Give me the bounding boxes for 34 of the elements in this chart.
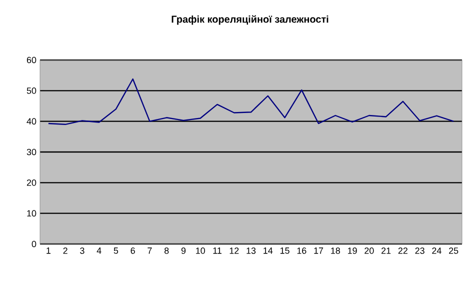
y-tick-label: 60: [26, 56, 36, 64]
x-tick-label: 5: [114, 248, 118, 254]
x-tick-label: 15: [280, 248, 290, 254]
x-tick-label: 3: [80, 248, 84, 254]
x-tick-label: 9: [181, 248, 186, 254]
y-tick-label: 40: [26, 118, 36, 125]
x-tick-label: 13: [246, 248, 256, 254]
y-tick-label: 30: [26, 148, 36, 156]
x-tick-label: 10: [196, 248, 205, 254]
y-tick-label: 0: [32, 240, 36, 248]
x-tick-label: 18: [331, 248, 340, 254]
x-tick-label: 12: [230, 248, 239, 254]
x-tick-label: 17: [314, 248, 324, 254]
x-tick-label: 2: [63, 248, 68, 254]
x-tick-label: 19: [348, 248, 357, 254]
x-tick-label: 25: [449, 248, 458, 254]
x-tick-label: 11: [213, 248, 222, 254]
y-tick-label: 50: [26, 87, 36, 94]
x-tick-label: 23: [415, 248, 424, 254]
y-tick-label: 10: [27, 210, 36, 217]
line-series: [48, 78, 454, 125]
x-tick-label: 14: [264, 248, 273, 254]
x-tick-label: 21: [382, 248, 391, 254]
x-tick-label: 6: [130, 248, 135, 254]
x-tick-label: 4: [96, 248, 102, 254]
x-tick-label: 20: [364, 248, 374, 254]
chart-title: Графік кореляційної залежності: [172, 15, 328, 25]
x-tick-label: 1: [46, 248, 50, 254]
x-tick-label: 7: [148, 248, 152, 254]
x-tick-label: 16: [297, 248, 306, 254]
x-tick-label: 22: [398, 248, 408, 254]
x-tick-label: 24: [432, 248, 442, 254]
y-tick-label: 20: [26, 179, 36, 186]
x-tick-label: 8: [164, 248, 169, 254]
